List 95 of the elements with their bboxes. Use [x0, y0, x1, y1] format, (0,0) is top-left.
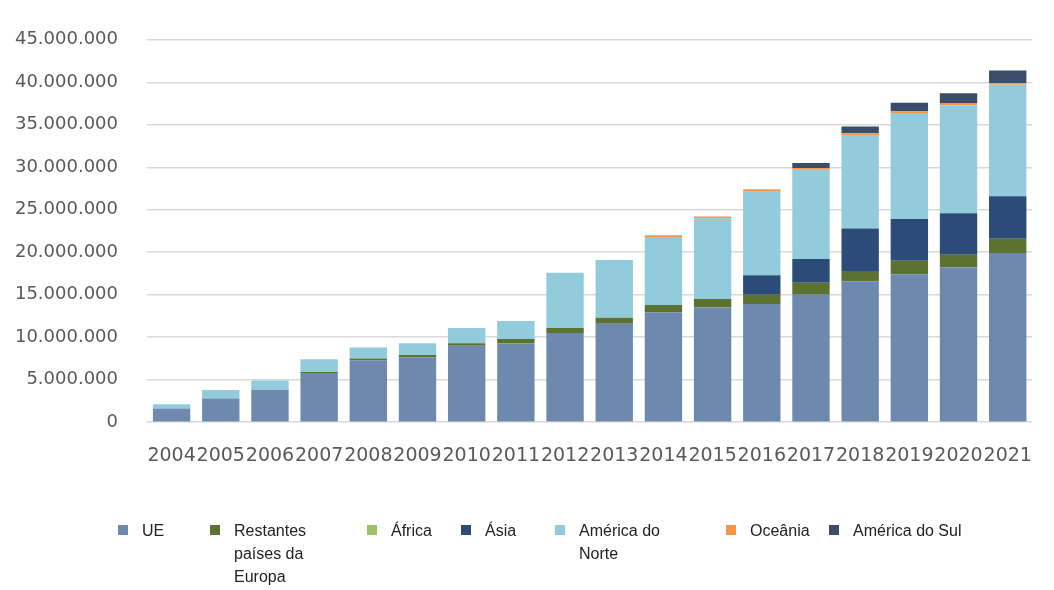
bar [546, 332, 584, 422]
bar [595, 323, 633, 422]
bar [890, 274, 929, 422]
bar [497, 338, 535, 344]
bar [644, 304, 683, 313]
bar [939, 267, 978, 422]
bar [890, 112, 929, 220]
y-tick-label: 30.000.000 [14, 154, 118, 176]
x-tick-label: 2015 [688, 442, 737, 465]
bar [595, 317, 633, 324]
bar [693, 298, 732, 308]
bar [300, 372, 338, 422]
bar [398, 357, 437, 422]
legend-label: América do Sul [853, 521, 962, 541]
x-tick-label: 2011 [491, 442, 541, 465]
bar [546, 272, 584, 328]
x-tick-label: 2007 [294, 442, 344, 465]
x-tick-label: 2012 [540, 442, 590, 465]
x-tick-label: 2017 [786, 442, 836, 465]
bar [202, 389, 240, 399]
bar [989, 70, 1027, 84]
legend-label: América do Norte [579, 521, 661, 564]
bar [448, 345, 486, 422]
bar [792, 259, 830, 283]
x-tick-label: 2021 [983, 442, 1032, 465]
legend-label: Ásia [485, 520, 517, 541]
bar [743, 294, 781, 305]
x-tick-label: 2004 [147, 442, 196, 465]
x-tick-label: 2010 [442, 442, 491, 465]
bar [841, 281, 879, 422]
bar [989, 253, 1027, 422]
y-tick-label: 45.000.000 [14, 27, 118, 49]
bar [792, 163, 830, 169]
x-tick-label: 2019 [885, 442, 934, 465]
bar [743, 191, 781, 276]
bar [939, 93, 978, 104]
bar [989, 238, 1027, 254]
bar [202, 398, 240, 422]
legend-label: UE [142, 521, 165, 541]
x-tick-label: 2018 [835, 442, 885, 465]
bar [890, 219, 929, 261]
bar [841, 228, 879, 271]
legend-label: Oceânia [750, 521, 810, 541]
x-tick-label: 2013 [590, 442, 639, 465]
bar [743, 304, 781, 422]
x-tick-label: 2020 [934, 442, 983, 465]
x-tick-label: 2016 [737, 442, 786, 465]
bar [693, 218, 732, 299]
bar [743, 275, 781, 295]
legend-label: África [391, 520, 432, 541]
bar [546, 327, 584, 333]
y-tick-label: 20.000.000 [14, 239, 118, 261]
bar [939, 213, 978, 255]
legend-label: Restantes países da Europa [234, 521, 308, 587]
bar [152, 408, 191, 422]
bar [989, 196, 1027, 239]
y-tick-label: 35.000.000 [14, 112, 118, 134]
bar [349, 360, 388, 422]
bar [349, 347, 388, 359]
bar [890, 260, 929, 275]
bar [939, 105, 978, 214]
x-tick-label: 2009 [393, 442, 442, 465]
bar [890, 102, 929, 112]
bar [841, 270, 879, 282]
x-tick-label: 2005 [196, 442, 245, 465]
bar [300, 359, 338, 373]
y-tick-label: 15.000.000 [14, 282, 118, 304]
bar [693, 307, 732, 422]
x-tick-label: 2014 [639, 442, 688, 465]
bar [152, 404, 191, 409]
bar [251, 389, 289, 422]
bar [644, 236, 683, 305]
bar [398, 355, 437, 358]
bar [595, 259, 633, 318]
x-tick-label: 2008 [344, 442, 393, 465]
bar [448, 343, 486, 346]
bar [841, 134, 879, 229]
bar [792, 169, 830, 260]
bar [841, 126, 879, 134]
bar [251, 380, 289, 390]
y-tick-label: 10.000.000 [14, 324, 118, 346]
bar [939, 254, 978, 268]
y-tick-label: 5.000.000 [26, 367, 118, 389]
bar [497, 343, 535, 422]
bar [792, 282, 830, 295]
bar [644, 312, 683, 422]
bar [989, 84, 1027, 197]
bar [448, 327, 486, 344]
y-tick-label: 0 [106, 409, 118, 431]
bar [792, 294, 830, 422]
bar [497, 321, 535, 339]
y-tick-label: 25.000.000 [14, 197, 118, 219]
y-tick-label: 40.000.000 [14, 69, 118, 91]
x-tick-label: 2006 [245, 442, 295, 465]
bar [398, 343, 437, 356]
